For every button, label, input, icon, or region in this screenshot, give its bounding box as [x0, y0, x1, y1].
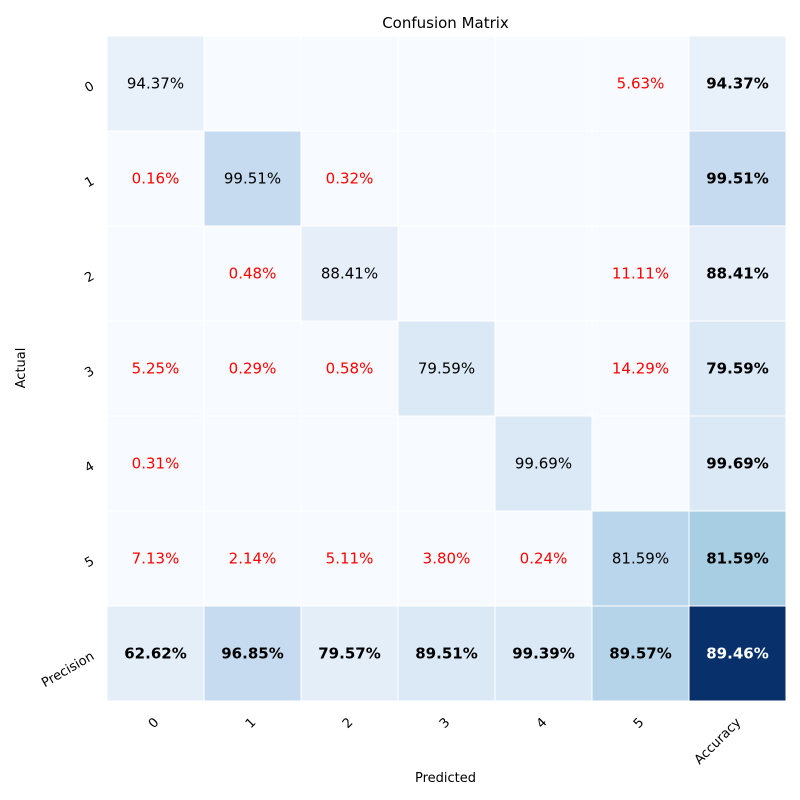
y-tick-label: 4 [82, 459, 97, 476]
heatmap-cell-4-6 [688, 415, 787, 512]
heatmap-cell-2-4 [494, 225, 593, 322]
heatmap-cell-2-5 [591, 225, 690, 322]
heatmap-cell-2-0 [106, 225, 205, 322]
cell-value-5-4: 0.24% [520, 550, 568, 568]
cell-value-3-1: 0.29% [229, 360, 277, 378]
heatmap-cell-1-2 [300, 130, 399, 227]
cell-value-5-3: 3.80% [423, 550, 471, 568]
heatmap-cell-6-0 [106, 605, 205, 702]
cell-value-1-2: 0.32% [326, 170, 374, 188]
cell-value-6-1: 96.85% [221, 645, 283, 663]
heatmap-cell-5-2 [300, 510, 399, 607]
cell-value-5-0: 7.13% [132, 550, 180, 568]
heatmap-cell-6-3 [397, 605, 496, 702]
heatmap-cell-0-3 [397, 35, 496, 132]
cell-value-4-4: 99.69% [515, 455, 572, 473]
heatmap-cell-4-1 [203, 415, 302, 512]
heatmap-cell-3-5 [591, 320, 690, 417]
cell-value-6-5: 89.57% [609, 645, 671, 663]
x-tick-label: 0 [146, 715, 162, 731]
y-tick-labels: 0 1 2 3 4 5 Precision [39, 79, 97, 691]
heatmap-cell-2-3 [397, 225, 496, 322]
cell-value-2-6: 88.41% [706, 265, 768, 283]
heatmap-cell-0-2 [300, 35, 399, 132]
heatmap-cell-2-1 [203, 225, 302, 322]
x-axis-label: Predicted [415, 771, 476, 786]
y-tick-label: 5 [82, 554, 97, 571]
heatmap-cell-0-0 [106, 35, 205, 132]
y-tick-label: 0 [82, 79, 97, 96]
x-tick-labels: 0 1 2 3 4 5 Accuracy [146, 715, 745, 768]
heatmap-cell-0-6 [688, 35, 787, 132]
heatmap-cell-6-6 [688, 605, 787, 702]
heatmap-cell-3-1 [203, 320, 302, 417]
heatmap-cell-6-1 [203, 605, 302, 702]
x-tick-label: 1 [243, 715, 259, 731]
heatmap-cell-3-3 [397, 320, 496, 417]
heatmap-cell-1-4 [494, 130, 593, 227]
cell-value-6-0: 62.62% [124, 645, 186, 663]
y-axis-label: Actual [14, 348, 29, 389]
cell-value-5-6: 81.59% [706, 550, 768, 568]
cell-value-3-6: 79.59% [706, 360, 768, 378]
heatmap-cell-5-6 [688, 510, 787, 607]
cell-value-2-2: 88.41% [321, 265, 378, 283]
y-tick-label: 2 [82, 269, 97, 286]
x-tick-label: 2 [340, 715, 356, 731]
heatmap-cell-2-6 [688, 225, 787, 322]
cell-value-1-6: 99.51% [706, 170, 768, 188]
cell-value-5-2: 5.11% [326, 550, 374, 568]
cell-value-3-2: 0.58% [326, 360, 374, 378]
cell-value-5-5: 81.59% [612, 550, 669, 568]
heatmap-cell-3-6 [688, 320, 787, 417]
heatmap-cell-4-5 [591, 415, 690, 512]
cell-value-3-5: 14.29% [612, 360, 669, 378]
heatmap-cell-4-2 [300, 415, 399, 512]
cell-value-0-6: 94.37% [706, 75, 768, 93]
heatmap-cell-4-3 [397, 415, 496, 512]
cell-value-1-0: 0.16% [132, 170, 180, 188]
heatmap-cell-4-0 [106, 415, 205, 512]
cell-value-4-0: 0.31% [132, 455, 180, 473]
cell-value-3-3: 79.59% [418, 360, 475, 378]
cell-value-4-6: 99.69% [706, 455, 768, 473]
heatmap-cell-0-5 [591, 35, 690, 132]
y-tick-label: Precision [39, 649, 97, 691]
cell-value-2-5: 11.11% [612, 265, 669, 283]
cell-value-6-6: 89.46% [706, 645, 768, 663]
cell-value-0-5: 5.63% [617, 75, 665, 93]
y-tick-label: 3 [82, 364, 97, 381]
cell-value-2-1: 0.48% [229, 265, 277, 283]
heatmap-cell-3-2 [300, 320, 399, 417]
heatmap-cell-0-1 [203, 35, 302, 132]
heatmap-cell-1-5 [591, 130, 690, 227]
heatmap-cell-1-0 [106, 130, 205, 227]
heatmap-cells: 94.37% 5.63% 94.37% 0.16% 99.51% 0.32% 99.51% 0… [106, 35, 787, 702]
x-tick-label: 3 [437, 715, 453, 731]
heatmap-cell-1-3 [397, 130, 496, 227]
cell-value-0-0: 94.37% [127, 75, 184, 93]
cell-value-6-2: 79.57% [318, 645, 380, 663]
x-tick-label: 4 [534, 715, 550, 731]
x-tick-label: 5 [631, 715, 647, 731]
heatmap-cell-3-0 [106, 320, 205, 417]
cell-value-5-1: 2.14% [229, 550, 277, 568]
heatmap-cell-4-4 [494, 415, 593, 512]
heatmap-cell-5-0 [106, 510, 205, 607]
x-tick-label: Accuracy [692, 715, 745, 768]
cell-value-6-3: 89.51% [415, 645, 477, 663]
cell-value-1-1: 99.51% [224, 170, 281, 188]
heatmap-cell-3-4 [494, 320, 593, 417]
heatmap-cell-5-1 [203, 510, 302, 607]
y-tick-label: 1 [82, 174, 97, 191]
heatmap-cell-5-4 [494, 510, 593, 607]
chart-title: Confusion Matrix [382, 14, 509, 32]
heatmap-cell-1-1 [203, 130, 302, 227]
heatmap-cell-0-4 [494, 35, 593, 132]
cell-value-6-4: 99.39% [512, 645, 574, 663]
cell-value-3-0: 5.25% [132, 360, 180, 378]
